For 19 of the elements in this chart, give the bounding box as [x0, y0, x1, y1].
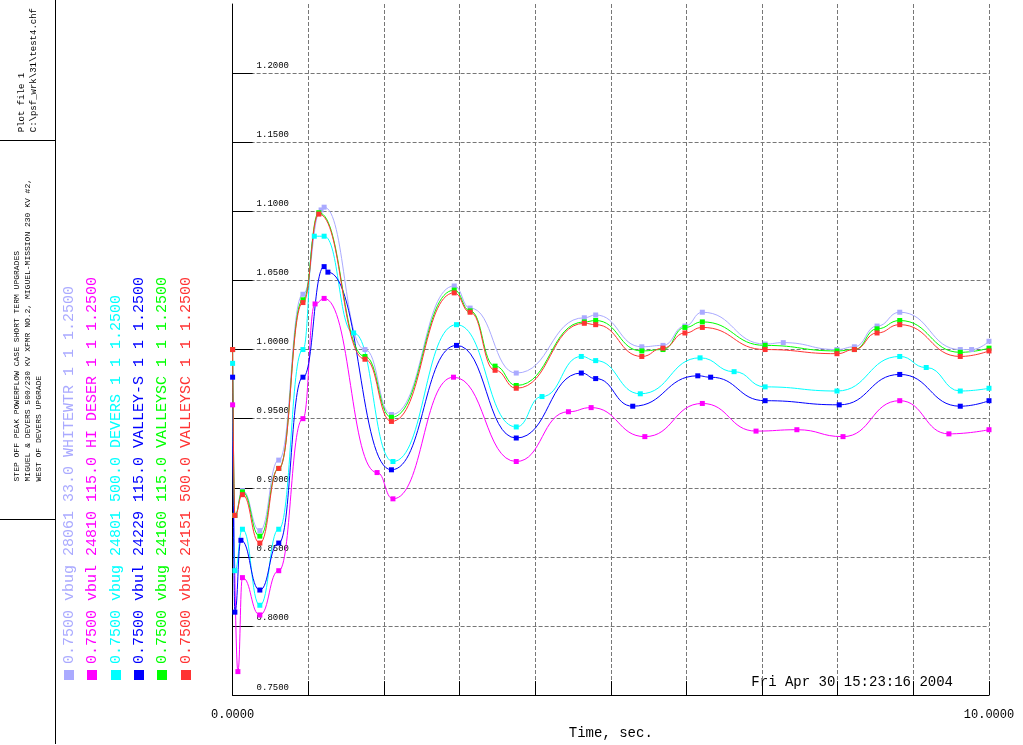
text: 0.7500 vbug 24801 500.0 DEVERS 1 1 1.2500 [107, 294, 125, 664]
y-tick-label: 1.1000 [256, 198, 290, 209]
text: 0.7500 vbul 24229 115.0 VALLEY-S 1 1 1.2500 [131, 276, 149, 664]
text: C:\psf_wrk\31\test4.chf [28, 7, 39, 133]
x-tick-label: 0.0000 [210, 708, 255, 723]
x-axis-title: Time, sec. [568, 725, 653, 741]
y-tick-label: 1.0000 [256, 337, 290, 348]
text: 0.7500 vbus 24151 500.0 VALLEYSC 1 1 1.2500 [177, 276, 195, 664]
y-tick-label: 1.0500 [256, 267, 290, 278]
text: STEP OFF PEAK POWERFLOW CASE SHORT TERM UPGRADES [12, 250, 21, 482]
text: 0.7500 vbug 28061 33.0 WHITEWTR 1 1 1.2500 [61, 285, 79, 664]
y-tick-label: 1.1500 [256, 129, 290, 140]
text: 0.7500 vbug 24160 115.0 VALLEYSC 1 1 1.2500 [154, 276, 172, 664]
y-tick-label: 1.2000 [256, 60, 290, 71]
text: 0.7500 vbul 24810 115.0 HI DESER 1 1 1.2500 [84, 276, 102, 664]
y-tick-label: 0.7500 [256, 682, 290, 693]
text: MIGUEL & DEVERS 500/230 KV XFMR NO.2, MIGUEL-MISSION 230 KV #2, WEST OF DEVERS UPGRADE [23, 178, 43, 482]
text: Plot file 1 [16, 72, 27, 133]
x-tick-label: 10.0000 [963, 708, 1015, 723]
